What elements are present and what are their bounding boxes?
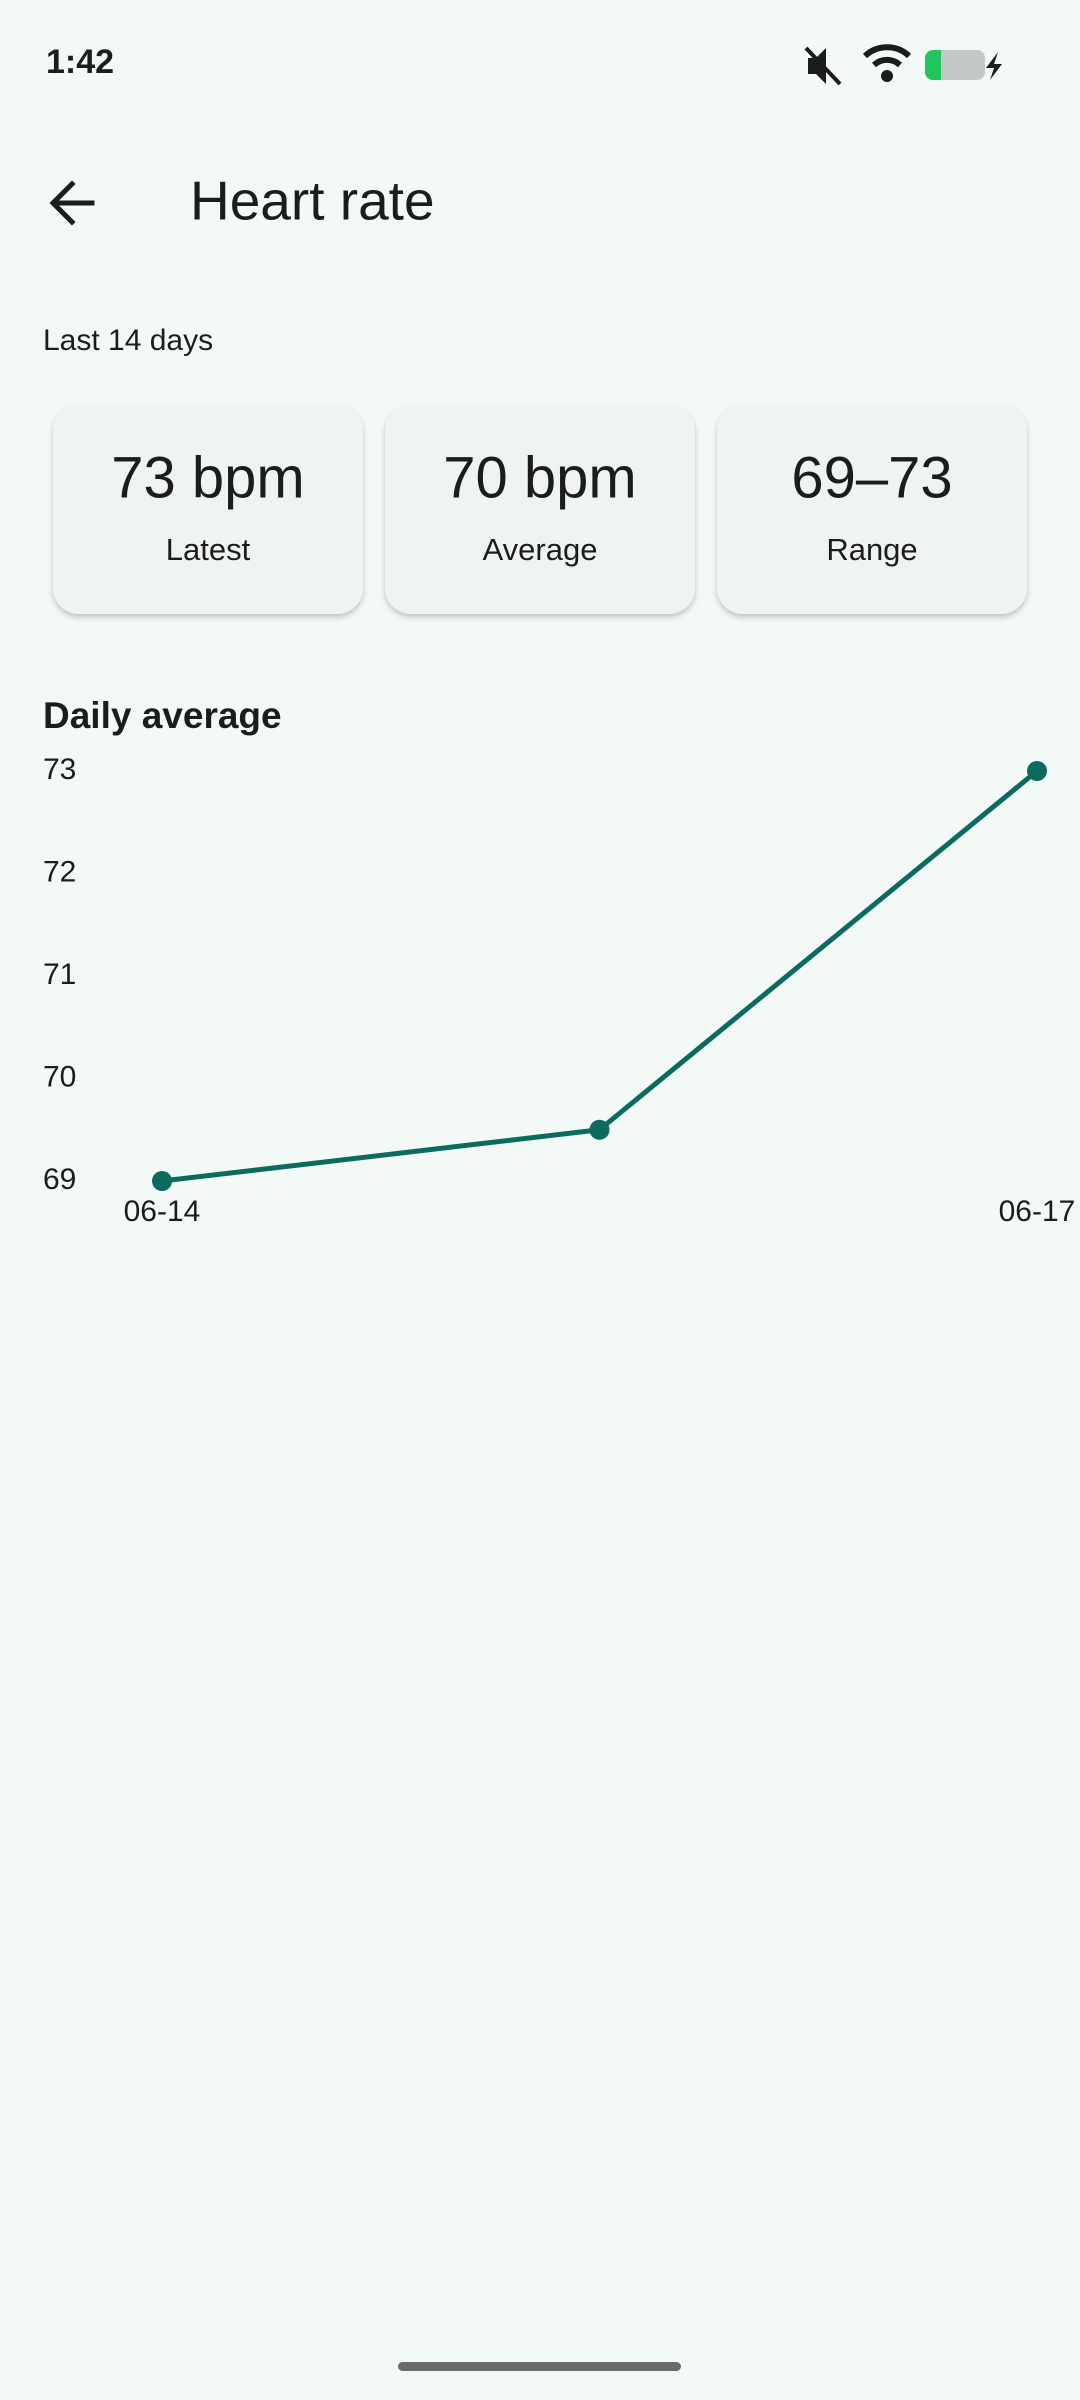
period-label: Last 14 days: [43, 324, 213, 357]
mute-icon: [804, 46, 842, 86]
data-point: [589, 1119, 610, 1140]
status-time: 1:42: [46, 43, 114, 81]
y-tick-label: 69: [43, 1163, 76, 1196]
data-point: [152, 1171, 172, 1191]
screen-title: Heart rate: [190, 170, 435, 232]
card-label: Latest: [166, 532, 251, 567]
stat-card: 73 bpm Latest: [53, 405, 363, 614]
y-tick-label: 70: [43, 1060, 76, 1093]
card-label: Average: [483, 532, 598, 567]
data-point: [1027, 761, 1047, 781]
back-button[interactable]: [33, 163, 113, 243]
card-value: 70 bpm: [443, 445, 636, 510]
card-value: 73 bpm: [111, 445, 304, 510]
wifi-icon: [862, 44, 912, 82]
x-tick-label: 06-14: [124, 1195, 201, 1228]
stat-card: 69–73 Range: [717, 405, 1027, 614]
battery-icon: [925, 50, 1002, 80]
y-tick-label: 73: [43, 753, 76, 786]
home-indicator[interactable]: [398, 2362, 681, 2371]
x-tick-label: 06-17: [999, 1195, 1076, 1228]
stat-card: 70 bpm Average: [385, 405, 695, 614]
y-tick-label: 71: [43, 958, 76, 991]
card-label: Range: [826, 532, 917, 567]
line-chart: 69 70 71 72 73 06-14 06-17: [43, 753, 1075, 1228]
y-tick-label: 72: [43, 855, 76, 888]
card-value: 69–73: [791, 445, 952, 510]
chart-title: Daily average: [43, 695, 282, 736]
